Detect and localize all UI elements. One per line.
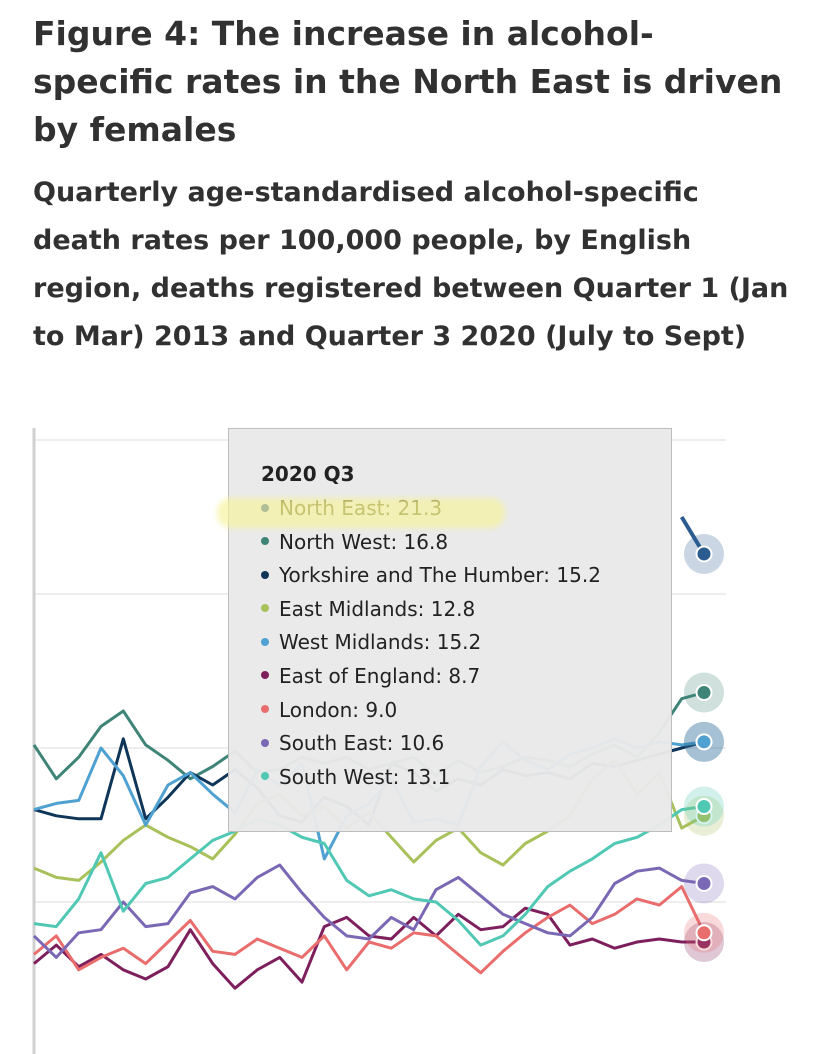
legend-dot-icon xyxy=(261,637,269,646)
highlighter-mark xyxy=(217,498,505,528)
end-marker-south-east[interactable] xyxy=(695,875,713,893)
series-line-south-east[interactable] xyxy=(32,863,705,959)
tooltip-item-label: East Midlands: 12.8 xyxy=(279,596,476,621)
series-line-london[interactable] xyxy=(33,885,706,975)
tooltip-item: West Midlands: 15.2 xyxy=(261,626,671,660)
legend-dot-icon xyxy=(261,738,269,747)
chart-title: Figure 4: The increase in alcohol-specif… xyxy=(33,14,783,149)
end-marker-north-east[interactable] xyxy=(695,545,713,563)
chart-subtitle: Quarterly age-standardised alcohol-speci… xyxy=(33,177,789,352)
tooltip-title: 2020 Q3 xyxy=(261,462,355,486)
legend-dot-icon xyxy=(261,772,269,781)
tooltip-item: London: 9.0 xyxy=(261,694,671,728)
end-marker-north-west[interactable] xyxy=(695,684,713,702)
legend-dot-icon xyxy=(261,537,269,546)
legend-dot-icon xyxy=(261,705,269,714)
legend-dot-icon xyxy=(261,604,269,613)
tooltip-item: East Midlands: 12.8 xyxy=(261,593,671,627)
tooltip-item-label: North West: 16.8 xyxy=(279,529,449,554)
end-markers[interactable] xyxy=(684,533,724,963)
tooltip-item: North West: 16.8 xyxy=(261,526,671,560)
legend-dot-icon xyxy=(261,570,269,579)
tooltip-item-label: London: 9.0 xyxy=(279,697,398,722)
tooltip-item-label: Yorkshire and The Humber: 15.2 xyxy=(279,563,601,588)
tooltip-item-label: West Midlands: 15.2 xyxy=(279,630,482,655)
end-marker-west-midlands[interactable] xyxy=(695,733,713,751)
tooltip-item-label: South West: 13.1 xyxy=(279,764,451,789)
tooltip-item-label: South East: 10.6 xyxy=(279,731,445,756)
series-line-east-of-england[interactable] xyxy=(33,906,704,990)
tooltip-item-label: East of England: 8.7 xyxy=(279,663,481,688)
tooltip-item: South West: 13.1 xyxy=(261,761,671,795)
tooltip-item: Yorkshire and The Humber: 15.2 xyxy=(261,559,671,593)
end-marker-london[interactable] xyxy=(695,924,713,942)
tooltip-item: South East: 10.6 xyxy=(261,727,671,761)
legend-dot-icon xyxy=(261,671,269,680)
tooltip-item: East of England: 8.7 xyxy=(261,660,671,694)
series-line-south-west[interactable] xyxy=(33,805,705,947)
end-marker-south-west[interactable] xyxy=(695,798,713,816)
